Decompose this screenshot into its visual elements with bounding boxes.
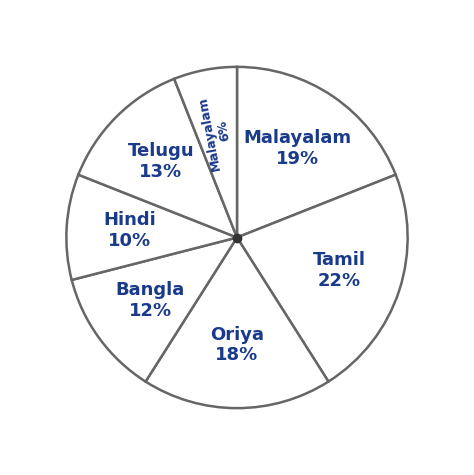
Text: Malayalam
6%: Malayalam 6% bbox=[196, 92, 237, 171]
Text: Telugu
13%: Telugu 13% bbox=[128, 142, 194, 181]
Wedge shape bbox=[174, 67, 237, 238]
Wedge shape bbox=[237, 175, 408, 381]
Wedge shape bbox=[72, 238, 237, 381]
Text: Malayalam
19%: Malayalam 19% bbox=[243, 129, 352, 168]
Text: Oriya
18%: Oriya 18% bbox=[210, 325, 264, 364]
Text: Bangla
12%: Bangla 12% bbox=[115, 281, 185, 320]
Wedge shape bbox=[146, 238, 328, 408]
Wedge shape bbox=[237, 67, 396, 238]
Text: Hindi
10%: Hindi 10% bbox=[103, 211, 156, 250]
Text: Tamil
22%: Tamil 22% bbox=[313, 251, 366, 290]
Wedge shape bbox=[66, 175, 237, 280]
Wedge shape bbox=[78, 79, 237, 238]
